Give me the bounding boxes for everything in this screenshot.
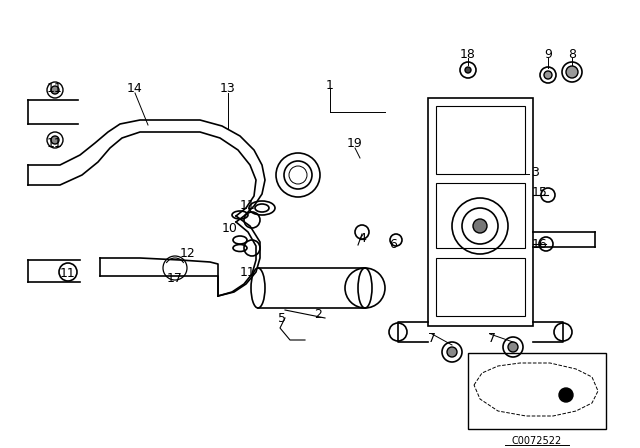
Circle shape <box>51 136 59 144</box>
Text: 1: 1 <box>326 78 334 91</box>
Text: 8: 8 <box>568 47 576 60</box>
Text: 7: 7 <box>428 332 436 345</box>
Text: 13: 13 <box>220 82 236 95</box>
Text: 10: 10 <box>222 221 238 234</box>
Circle shape <box>508 342 518 352</box>
Text: 11: 11 <box>240 198 256 211</box>
Text: 15: 15 <box>532 185 548 198</box>
Text: 2: 2 <box>314 307 322 320</box>
Text: 11: 11 <box>47 137 63 150</box>
Text: 19: 19 <box>347 137 363 150</box>
Circle shape <box>51 86 59 94</box>
Text: 4: 4 <box>358 232 366 245</box>
Circle shape <box>544 71 552 79</box>
Text: C0072522: C0072522 <box>512 436 562 446</box>
Text: 9: 9 <box>544 47 552 60</box>
Bar <box>468 353 606 429</box>
Text: 12: 12 <box>180 246 196 259</box>
Circle shape <box>465 67 471 73</box>
Text: 3: 3 <box>531 165 539 178</box>
Text: 18: 18 <box>460 47 476 60</box>
Text: 7: 7 <box>488 332 496 345</box>
Bar <box>436 258 525 316</box>
Circle shape <box>559 388 573 402</box>
Bar <box>436 106 525 174</box>
Text: 5: 5 <box>278 311 286 324</box>
Text: 16: 16 <box>532 237 548 250</box>
Text: 11: 11 <box>240 266 256 279</box>
Text: 11: 11 <box>60 267 76 280</box>
Text: 11: 11 <box>47 82 63 95</box>
Bar <box>428 98 533 326</box>
Text: 6: 6 <box>389 237 397 250</box>
Text: 17: 17 <box>167 271 183 284</box>
Circle shape <box>473 219 487 233</box>
Circle shape <box>447 347 457 357</box>
Bar <box>436 183 525 248</box>
Circle shape <box>566 66 578 78</box>
Text: 14: 14 <box>127 82 143 95</box>
